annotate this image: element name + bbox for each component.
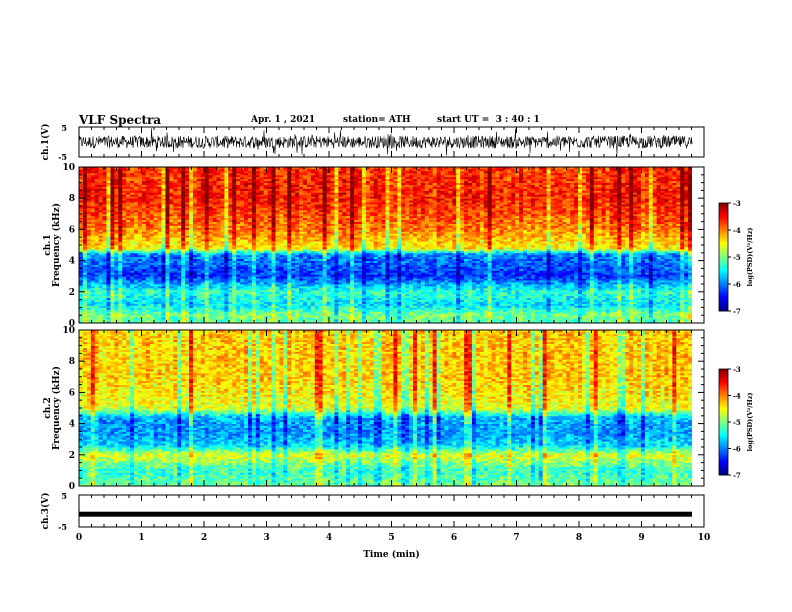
ch1-ytick-label: -5: [58, 152, 67, 162]
ch1-ytick-label: 5: [61, 123, 67, 133]
ch1-waveform-panel: 5 -5 ch.1(V): [40, 123, 704, 162]
ch1-ylabel: ch.1(V): [40, 124, 51, 161]
ch1-spectrogram-cells: [79, 167, 692, 323]
